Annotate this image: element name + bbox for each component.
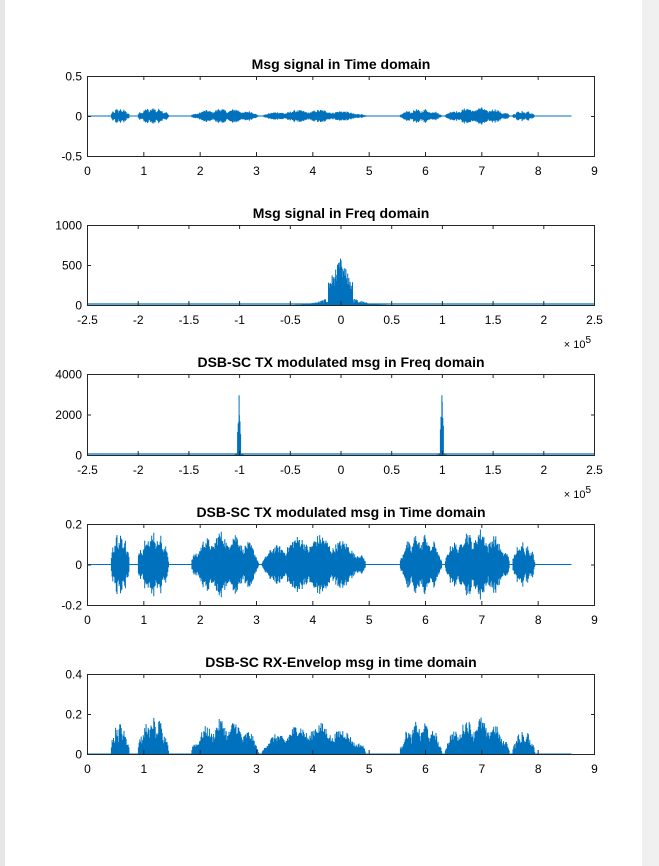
- y-tick-label: 0.5: [65, 70, 82, 84]
- x-tick-label: 1.5: [485, 463, 502, 477]
- x-tick-label: 4: [309, 613, 316, 627]
- x-tick-label: -2.5: [77, 463, 98, 477]
- signal-trace: [110, 107, 536, 125]
- x-tick-label: 1.5: [485, 313, 502, 327]
- x-tick-label: 9: [591, 164, 598, 178]
- x-tick-label: 8: [535, 613, 542, 627]
- x-tick-label: 2: [540, 463, 547, 477]
- y-tick-label: 0: [75, 110, 82, 124]
- signal-trace: [234, 395, 447, 455]
- x-tick-label: 3: [253, 613, 260, 627]
- x-tick-label: -1: [234, 463, 245, 477]
- x-tick-label: 3: [253, 762, 260, 776]
- y-tick-label: 0: [75, 299, 82, 313]
- x-tick-label: 6: [422, 164, 429, 178]
- x-tick-label: 3: [253, 164, 260, 178]
- y-tick-label: 2000: [55, 408, 82, 422]
- x-exponent-label: × 105: [564, 335, 592, 351]
- x-tick-label: -2.5: [77, 313, 98, 327]
- x-tick-label: -2: [133, 313, 144, 327]
- y-tick-label: 0.4: [65, 668, 82, 682]
- y-tick-label: 1000: [55, 219, 82, 233]
- x-tick-label: 7: [478, 164, 485, 178]
- x-tick-label: 8: [535, 164, 542, 178]
- x-tick-label: 9: [591, 613, 598, 627]
- x-tick-label: -0.5: [280, 463, 301, 477]
- x-tick-label: -1: [234, 313, 245, 327]
- x-tick-label: 1: [140, 762, 147, 776]
- x-tick-label: 7: [478, 762, 485, 776]
- x-tick-label: 1: [140, 164, 147, 178]
- x-tick-label: 2: [197, 762, 204, 776]
- x-tick-label: 2: [197, 613, 204, 627]
- x-tick-label: 0.5: [383, 313, 400, 327]
- subplot-5: 0 1 2 3 4 5 6 7 8 9 0 0.2 0.4 DSB-SC RX-Envelop msg i…: [65, 654, 598, 776]
- x-tick-label: 5: [366, 164, 373, 178]
- signal-trace: [294, 258, 387, 305]
- x-tick-label: -2: [133, 463, 144, 477]
- subplot-3: -2.5 -2 -1.5 -1 -0.5 0 0.5 1 1.5 2 2.5 0 2000 4000 DSB…: [55, 354, 603, 501]
- x-tick-label: 0: [84, 164, 91, 178]
- subplot-2: -2.5 -2 -1.5 -1 -0.5 0 0.5 1 1.5 2 2.5 0 500 1000 Msg …: [55, 205, 603, 351]
- y-tick-label: 0: [75, 558, 82, 572]
- x-tick-label: 4: [309, 762, 316, 776]
- x-exponent-label: × 105: [564, 485, 592, 501]
- chart-title: DSB-SC RX-Envelop msg in time domain: [205, 654, 476, 670]
- y-tick-label: 4000: [55, 368, 82, 382]
- x-tick-label: 0: [84, 613, 91, 627]
- y-tick-label: 0: [75, 748, 82, 762]
- chart-title: DSB-SC TX modulated msg in Freq domain: [197, 354, 484, 370]
- x-tick-label: 1: [439, 463, 446, 477]
- signal-trace: [110, 717, 536, 754]
- x-tick-label: -1.5: [179, 463, 200, 477]
- x-tick-label: 7: [478, 613, 485, 627]
- x-tick-label: 0.5: [383, 463, 400, 477]
- x-tick-label: 4: [309, 164, 316, 178]
- y-tick-label: 500: [62, 259, 82, 273]
- axes-background: [87, 374, 594, 455]
- y-tick-label: 0: [75, 449, 82, 463]
- y-tick-label: 0.2: [65, 518, 82, 532]
- x-tick-label: 2.5: [586, 463, 603, 477]
- x-tick-label: 6: [422, 613, 429, 627]
- x-tick-label: -1.5: [179, 313, 200, 327]
- chart-title: DSB-SC TX modulated msg in Time domain: [196, 504, 485, 520]
- x-tick-label: 1: [140, 613, 147, 627]
- x-tick-label: 2: [540, 313, 547, 327]
- x-tick-label: 0: [338, 313, 345, 327]
- chart-title: Msg signal in Time domain: [252, 56, 431, 72]
- x-tick-label: 8: [535, 762, 542, 776]
- y-tick-label: 0.2: [65, 708, 82, 722]
- x-tick-label: 0: [84, 762, 91, 776]
- x-tick-label: 0: [338, 463, 345, 477]
- signal-trace: [110, 529, 536, 600]
- x-tick-label: 9: [591, 762, 598, 776]
- x-tick-label: 6: [422, 762, 429, 776]
- y-tick-label: -0.2: [61, 599, 82, 613]
- x-tick-label: 5: [366, 613, 373, 627]
- x-tick-label: 5: [366, 762, 373, 776]
- chart-title: Msg signal in Freq domain: [253, 205, 430, 221]
- x-tick-label: 2.5: [586, 313, 603, 327]
- y-tick-label: -0.5: [61, 150, 82, 164]
- x-tick-label: -0.5: [280, 313, 301, 327]
- x-tick-label: 2: [197, 164, 204, 178]
- x-tick-label: 1: [439, 313, 446, 327]
